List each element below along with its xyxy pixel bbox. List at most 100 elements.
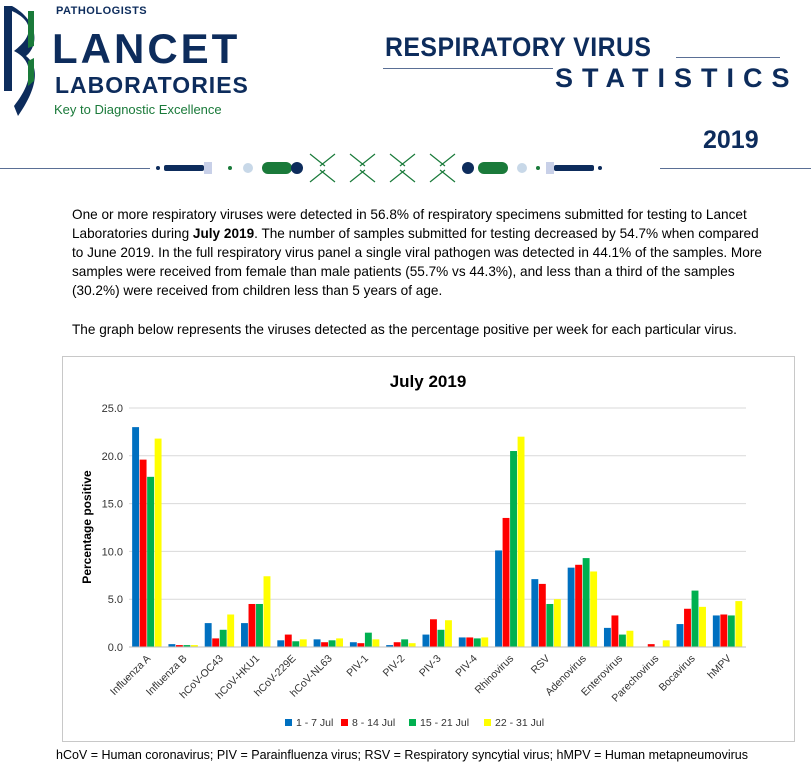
page-title-line1: RESPIRATORY VIRUS [385,32,652,62]
legend-swatch [484,719,491,726]
legend-swatch [341,719,348,726]
bar-adenovirus [582,558,590,647]
bar-rsv [538,583,546,647]
graph-description: The graph below represents the viruses d… [72,322,737,337]
bar-rhinovirus [495,550,502,647]
bar-piv-2 [408,643,416,647]
bar-hcov-hku1 [248,603,256,647]
bar-influenza-a [147,476,155,647]
bar-adenovirus [567,567,575,647]
x-tick-label: PIV-3 [417,653,444,680]
bar-influenza-a [154,438,162,647]
bar-parechovirus [647,644,655,647]
y-axis-label: Percentage positive [80,470,94,584]
bar-piv-2 [401,639,409,647]
y-tick-label: 20.0 [102,451,123,463]
title-rule [383,68,553,69]
bar-hcov-nl63 [336,638,344,647]
bar-hcov-nl63 [321,642,329,647]
bar-piv-2 [393,642,401,647]
bar-piv-3 [430,619,437,647]
page-title-line2: STATISTICS [555,63,799,93]
bar-hmpv [720,614,728,647]
x-tick-label: PIV-1 [344,653,371,680]
bar-adenovirus [575,564,583,647]
bar-piv-4 [481,637,489,647]
legend-swatch [409,719,416,726]
bar-piv-3 [422,634,430,647]
bar-chart: July 2019 0.0 5.0 10.0 15.0 20.0 25.0 Percentag… [80,372,746,729]
bar-hmpv [727,615,735,647]
virus-decoration-icon [156,153,602,183]
bar-hcov-hku1 [256,603,263,647]
bar-hmpv [735,601,743,647]
bar-enterovirus [618,634,626,647]
intro-text: . The number of samples submitted for te… [72,226,762,298]
bar-enterovirus [626,630,634,647]
bar-piv-4 [466,637,474,647]
bar-hcov-229e [292,641,300,647]
x-tick-label: RSV [529,653,553,677]
bar-hcov-nl63 [313,639,321,647]
chart-container: July 2019 0.0 5.0 10.0 15.0 20.0 25.0 Percentag… [62,356,795,742]
bar-rhinovirus [502,517,510,647]
divider-left [0,168,150,169]
intro-paragraph: One or more respiratory viruses were det… [72,205,762,300]
bar-piv-3 [445,620,452,647]
bar-piv-4 [458,637,466,647]
logo-tagline: Key to Diagnostic Excellence [54,102,222,117]
bar-influenza-b [183,645,191,647]
divider-right [660,168,811,169]
x-tick-label: PIV-2 [381,653,408,680]
bar-influenza-b [175,645,183,647]
title-rule [676,57,780,58]
bar-hcov-229e [284,634,292,647]
y-tick-label: 25.0 [102,403,123,415]
bar-piv-1 [364,632,372,647]
bar-piv-1 [372,639,380,647]
bar-hcov-hku1 [241,623,248,647]
bar-hcov-oc43 [212,638,220,647]
intro-month: July 2019 [192,226,255,241]
bar-hcov-229e [299,639,307,647]
x-tick-label: PIV-4 [453,653,480,680]
bar-piv-1 [357,643,365,647]
intro-text: One or more respiratory viruses were det… [72,207,747,241]
bar-hcov-oc43 [227,614,235,647]
bar-bocavirus [676,624,684,647]
bar-hcov-oc43 [219,629,227,647]
y-tick-label: 5.0 [108,594,123,606]
bar-hcov-229e [277,640,285,647]
logo-pathologists: PATHOLOGISTS [56,5,148,17]
y-tick-label: 15.0 [102,499,123,511]
bar-piv-2 [386,645,394,647]
x-tick-label: Rhinovirus [473,653,517,697]
y-tick-label: 0.0 [108,642,123,654]
bar-rhinovirus [510,451,517,647]
bar-hcov-nl63 [328,640,336,647]
bar-bocavirus [684,608,691,647]
bar-hcov-oc43 [204,623,212,647]
chart-title: July 2019 [390,372,467,391]
x-tick-label: Bocavirus [657,653,698,694]
lancet-logo-mark [4,6,35,116]
bar-influenza-a [132,427,140,647]
bar-hcov-hku1 [263,576,271,647]
legend-swatch [285,719,292,726]
bar-rsv [546,603,554,647]
abbreviations-footnote: hCoV = Human coronavirus; PIV = Parainfl… [56,748,748,762]
bar-influenza-b [190,645,198,647]
bar-piv-4 [473,638,481,647]
report-year: 2019 [703,126,759,154]
bar-enterovirus [611,615,619,647]
bar-piv-3 [437,629,445,647]
bar-rsv [531,579,539,647]
bar-rsv [553,599,561,647]
bar-rhinovirus [517,436,525,647]
bar-influenza-b [168,644,176,647]
bar-hmpv [712,615,720,647]
bar-bocavirus [691,590,699,647]
legend-label: 22 - 31 Jul [495,717,544,729]
x-tick-label: hMPV [705,653,734,682]
y-tick-label: 10.0 [102,546,123,558]
